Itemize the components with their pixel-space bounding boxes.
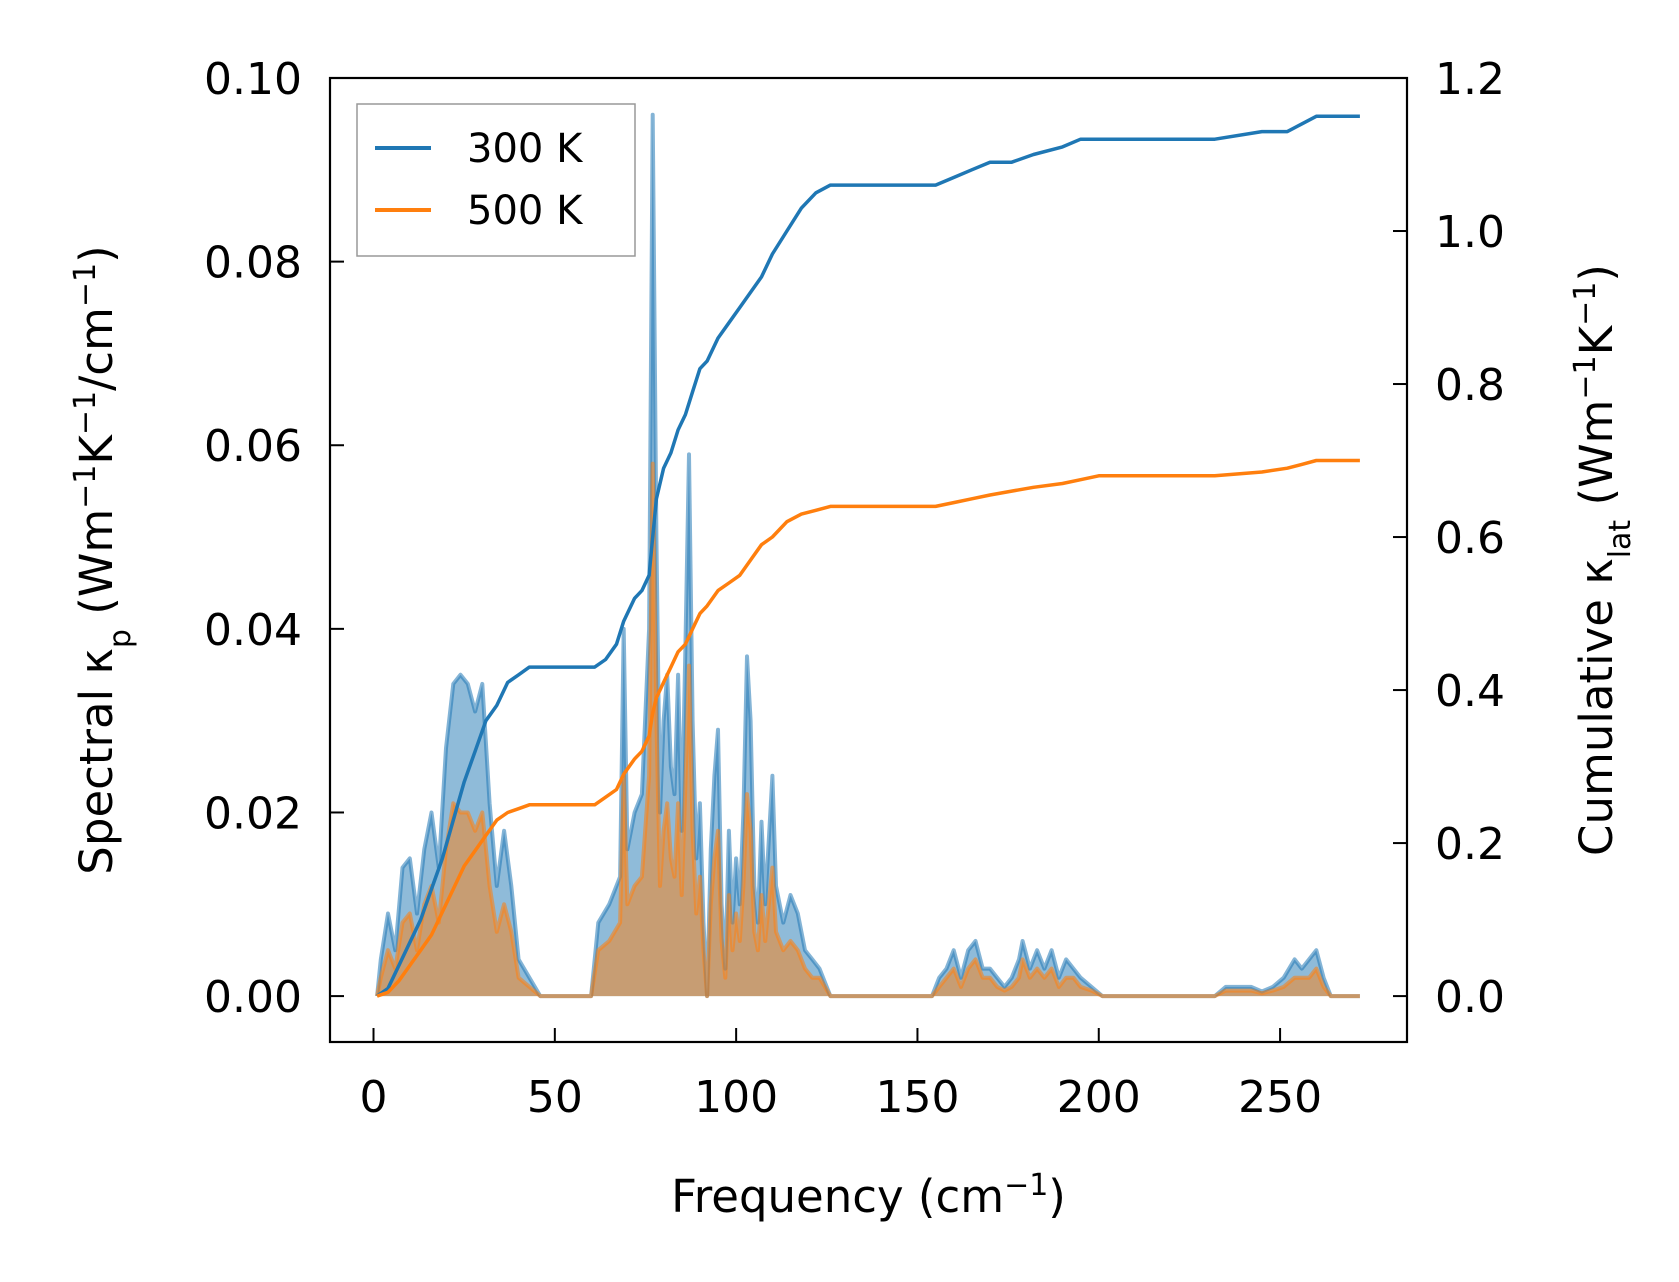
x-tick-label: 200 xyxy=(1057,1072,1141,1123)
legend-box xyxy=(356,103,636,257)
y-left-tick-label: 0.04 xyxy=(204,605,302,656)
y-right-tick-label: 1.2 xyxy=(1435,54,1505,105)
y-right-tick-label: 0.2 xyxy=(1435,819,1505,870)
spectral-line-500-k xyxy=(375,461,1360,999)
label-part: p xyxy=(103,629,138,648)
label-part: ) xyxy=(70,245,123,263)
y-axis-right-label: Cumulative κlat (Wm−1K−1) xyxy=(1568,264,1638,856)
cumulative-line-500-k xyxy=(376,458,1360,998)
spectral-area-500-k xyxy=(377,463,1360,997)
label-part: Frequency (cm xyxy=(671,1170,1004,1223)
label-part: −1 xyxy=(68,465,103,509)
y-right-tick-label: 0.6 xyxy=(1435,513,1505,564)
label-part: −1 xyxy=(1568,282,1603,326)
label-part: K xyxy=(1570,324,1623,355)
legend-label-500-k: 500 K xyxy=(467,188,584,234)
x-tick-label: 0 xyxy=(360,1072,388,1123)
cumulative-lines xyxy=(376,114,1360,998)
cumulative-line-300-k xyxy=(376,114,1360,998)
spectral-line-300-k xyxy=(375,112,1360,999)
x-tick-label: 150 xyxy=(875,1072,959,1123)
y-right-tick-label: 0.4 xyxy=(1435,666,1505,717)
label-part: ) xyxy=(1570,264,1623,282)
spectral-lines xyxy=(375,112,1360,999)
legend: 300 K 500 K xyxy=(356,103,636,257)
label-part: (Wm xyxy=(1570,400,1623,520)
y-left-tick-label: 0.00 xyxy=(204,972,302,1023)
y-left-tick-label: 0.02 xyxy=(204,788,302,839)
label-part: Cumulative κ xyxy=(1570,558,1623,856)
label-part: −1 xyxy=(1004,1168,1048,1203)
x-tick-label: 50 xyxy=(527,1072,583,1123)
label-part: Spectral κ xyxy=(70,648,123,875)
label-part: −1 xyxy=(68,391,103,435)
plot-frame xyxy=(328,76,1409,1044)
y-left-tick-label: 0.08 xyxy=(204,238,302,289)
label-part: lat xyxy=(1603,520,1638,559)
label-part: /cm xyxy=(70,307,123,391)
label-part: −1 xyxy=(68,263,103,307)
label-part: −1 xyxy=(1568,355,1603,399)
y-left-tick-label: 0.06 xyxy=(204,421,302,472)
x-tick-label: 250 xyxy=(1238,1072,1322,1123)
axis-ticks: 0 50 100 150 200 250 0.00 0.02 0.04 0.06 0.08 0.10 0… xyxy=(204,54,1505,1123)
y-right-tick-label: 0.0 xyxy=(1435,972,1505,1023)
label-part: (Wm xyxy=(70,509,123,629)
y-axis-left-label: Spectral κp (Wm−1K−1/cm−1) xyxy=(68,245,138,874)
y-left-tick-label: 0.10 xyxy=(204,54,302,105)
label-part: ) xyxy=(1048,1170,1066,1223)
label-part: K xyxy=(70,434,123,465)
y-right-tick-label: 1.0 xyxy=(1435,207,1505,258)
x-tick-label: 100 xyxy=(694,1072,778,1123)
x-axis-label: Frequency (cm−1) xyxy=(671,1168,1066,1224)
y-right-tick-label: 0.8 xyxy=(1435,360,1505,411)
legend-label-300-k: 300 K xyxy=(467,126,584,172)
